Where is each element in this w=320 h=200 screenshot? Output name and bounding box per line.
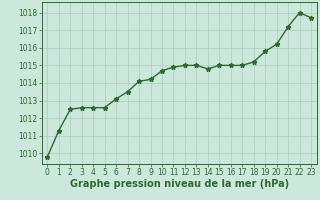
X-axis label: Graphe pression niveau de la mer (hPa): Graphe pression niveau de la mer (hPa) (70, 179, 289, 189)
